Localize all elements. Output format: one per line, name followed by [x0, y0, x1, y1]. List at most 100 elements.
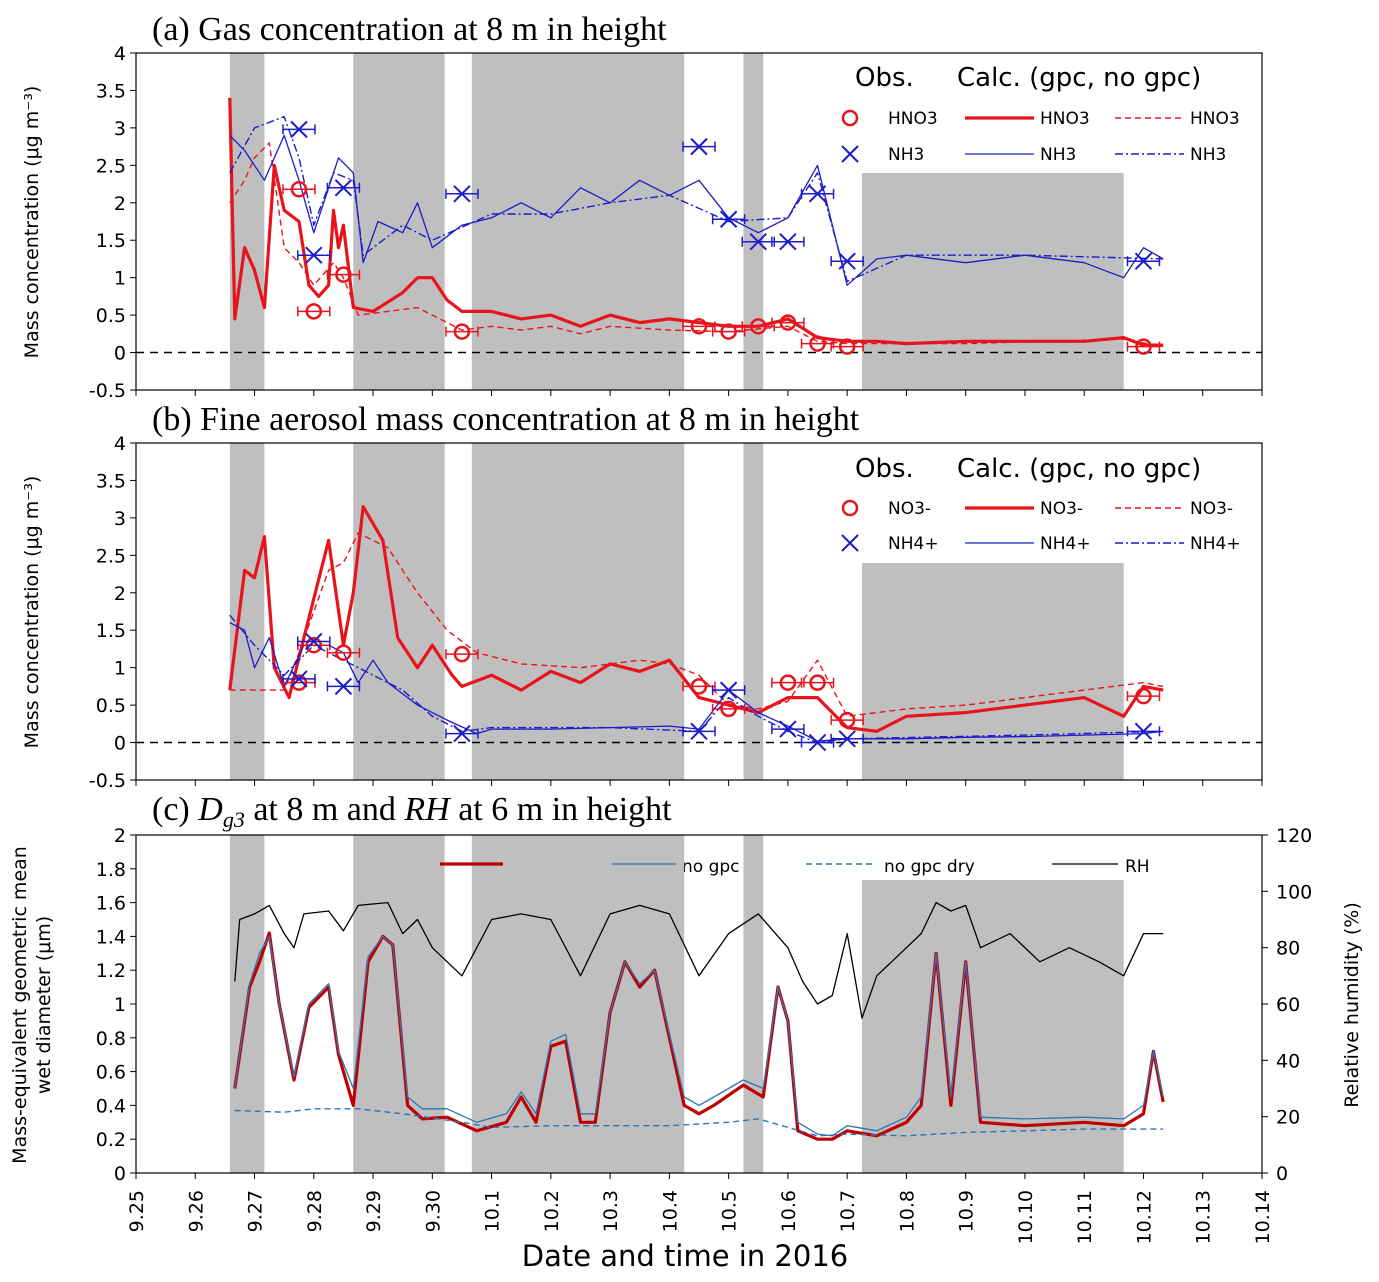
y2-tick-label: 0 — [1276, 1163, 1288, 1185]
series-line-no3 — [228, 505, 1164, 733]
x-tick-label: 10.10 — [1015, 1190, 1037, 1244]
panel-a-legend-hno3-obs: HNO3 — [888, 109, 938, 129]
panel-b-legend-no3-nogpc: NO3- — [1190, 499, 1233, 519]
x-tick-label: 9.26 — [185, 1190, 207, 1232]
obs-point-circle — [290, 674, 308, 691]
shaded-period — [353, 53, 445, 390]
obs-point-circle — [453, 645, 471, 663]
y-tick-label: 0.5 — [96, 695, 126, 717]
obs-point-circle — [335, 644, 352, 661]
chart-marks: 43.532.521.510.50-0.543.532.521.510.50-0… — [89, 43, 1312, 1244]
obs-point-circle — [453, 323, 471, 340]
shaded-period — [229, 53, 265, 390]
x-tick-label: 10.1 — [482, 1190, 504, 1232]
obs-point-cross — [719, 681, 738, 699]
y-tick-label: 4 — [114, 433, 126, 455]
series-line-nh3 — [229, 116, 1164, 283]
x-axis-label: Date and time in 2016 — [522, 1239, 849, 1273]
series-line-nogpc — [234, 935, 1164, 1137]
x-tick-label: 10.2 — [541, 1190, 563, 1232]
y-tick-label: 1.8 — [96, 859, 126, 881]
legend-marker-cross — [841, 145, 859, 163]
shaded-period — [471, 53, 685, 390]
x-tick-label: 10.3 — [600, 1190, 622, 1232]
panel-a-legend-nh3-nogpc: NH3 — [1190, 145, 1226, 165]
obs-point-cross — [808, 185, 827, 203]
obs-point-circle — [809, 335, 826, 352]
legend-marker-circle — [841, 499, 859, 517]
y-tick-label: 1 — [114, 268, 126, 290]
y-tick-label: 0 — [114, 343, 126, 365]
panel-c-legend-rh: RH — [1125, 857, 1150, 877]
obs-point-cross — [808, 733, 827, 752]
x-tick-label: 9.29 — [363, 1190, 385, 1232]
y2-tick-label: 80 — [1276, 938, 1300, 960]
panel-c: 21.81.61.41.210.80.60.40.201201008060402… — [96, 825, 1312, 1244]
panel-b-legend-obs-header: Obs. — [855, 454, 914, 484]
y-tick-label: 0 — [114, 1163, 126, 1185]
obs-point-circle — [335, 266, 352, 283]
panel-c-ylabel-line1: Mass-equivalent geometric mean — [9, 846, 31, 1164]
x-tick-label: 10.7 — [837, 1190, 859, 1232]
shaded-period — [743, 443, 764, 780]
y-tick-label: 0.2 — [96, 1129, 126, 1151]
series-line-nh3 — [229, 134, 1164, 286]
obs-point-circle — [779, 674, 797, 691]
x-tick-label: 10.13 — [1193, 1190, 1215, 1244]
panel-c-title: (c) Dg3 at 8 m and RH at 6 m in height — [152, 791, 672, 832]
obs-point-cross — [334, 677, 353, 696]
y2-tick-label: 40 — [1276, 1050, 1300, 1072]
obs-point-circle — [1135, 687, 1152, 705]
y-tick-label: 0.4 — [96, 1095, 126, 1117]
x-tick-label: 9.27 — [245, 1190, 267, 1232]
shaded-period — [743, 835, 764, 1173]
y-tick-label: 4 — [114, 43, 126, 65]
series-line-rh — [234, 901, 1164, 1019]
y2-tick-label: 100 — [1276, 881, 1312, 903]
x-tick-label: 10.11 — [1074, 1190, 1096, 1244]
obs-point-circle — [720, 700, 737, 718]
panel-c-ylabel-line2: wet diameter (μm) — [33, 916, 55, 1094]
obs-point-cross — [690, 722, 708, 741]
obs-point-cross — [690, 137, 708, 156]
panel-c-title-subscript: g3 — [223, 807, 245, 832]
y-tick-label: 2 — [114, 583, 126, 605]
y-tick-label: 1 — [114, 994, 126, 1016]
series-line-nh4 — [229, 622, 1164, 742]
panel-a-legend-nh3-gpc: NH3 — [1040, 145, 1076, 165]
x-tick-label: 9.28 — [304, 1190, 326, 1232]
y-tick-label: 1 — [114, 658, 126, 680]
panel-c-title-rh: RH — [403, 791, 452, 828]
shaded-period — [353, 443, 445, 780]
shaded-period — [861, 563, 1124, 780]
y-tick-label: 1.4 — [96, 926, 126, 948]
obs-point-circle — [305, 636, 323, 654]
panel-a-legend-calc-header: Calc. (gpc, no gpc) — [957, 63, 1201, 93]
y-tick-label: 1.5 — [96, 230, 126, 252]
obs-point-cross — [1134, 722, 1153, 741]
y-tick-label: 3 — [114, 118, 126, 140]
obs-point-cross — [334, 179, 353, 197]
panel-a-legend-hno3-gpc: HNO3 — [1040, 109, 1090, 129]
obs-point-cross — [749, 233, 767, 251]
panel-a-ylabel: Mass concentration (μg m⁻³) — [21, 86, 43, 359]
plot-frame — [135, 52, 1263, 391]
y-tick-label: 2.5 — [96, 545, 126, 567]
series-line-hno3 — [228, 97, 1164, 347]
y-tick-label: 1.6 — [96, 893, 126, 915]
x-tick-label: 10.8 — [896, 1190, 918, 1232]
panel-b: 4 3.5 3 2.5 2 1.5 1 0.5 0 -0.5 — [89, 433, 1263, 792]
x-tick-label: 10.6 — [778, 1190, 800, 1232]
panel-c-legend-nogpc: no gpc — [682, 857, 740, 877]
obs-point-circle — [838, 338, 856, 355]
obs-point-circle — [690, 318, 708, 335]
y-tick-label: 0.6 — [96, 1062, 126, 1084]
x-tick-label: 9.30 — [422, 1190, 444, 1232]
obs-point-cross — [290, 670, 308, 688]
shaded-period — [229, 443, 265, 780]
panel-b-ylabel: Mass concentration (μg m⁻³) — [21, 476, 43, 749]
y-tick-label: 3.5 — [96, 470, 126, 492]
shaded-period — [743, 53, 764, 390]
obs-point-cross — [305, 246, 323, 264]
